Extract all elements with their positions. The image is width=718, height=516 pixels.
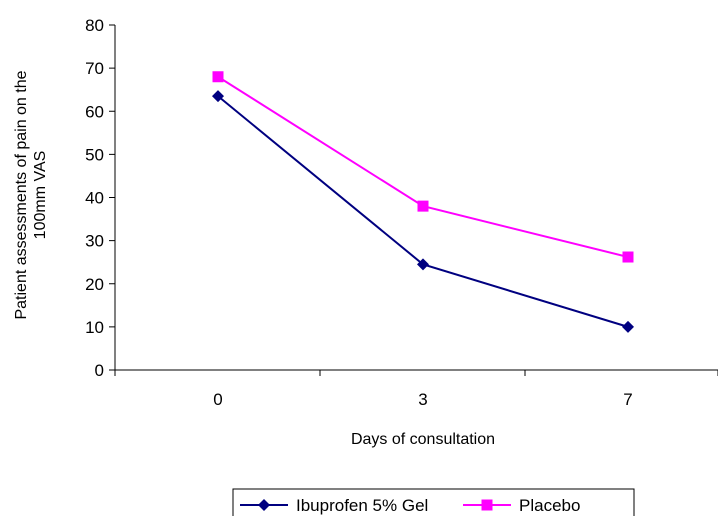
x-axis-label: Days of consultation xyxy=(351,431,495,448)
y-ticks: 0 10 20 30 40 50 60 70 80 xyxy=(85,16,115,380)
y-tick-label: 60 xyxy=(85,102,104,121)
y-tick-label: 30 xyxy=(85,232,104,251)
x-tick-label: 3 xyxy=(418,390,427,409)
data-point xyxy=(417,200,429,212)
series-2 xyxy=(212,71,634,263)
data-point xyxy=(622,320,634,333)
y-tick-label: 10 xyxy=(85,318,104,337)
y-axis-label-line-2: 100mm VAS xyxy=(32,151,49,240)
legend: Ibuprofen 5% Gel Placebo xyxy=(232,488,635,516)
y-tick-label: 80 xyxy=(85,16,104,35)
x-tick-label: 0 xyxy=(213,390,222,409)
y-tick-label: 0 xyxy=(95,361,104,380)
data-point xyxy=(212,90,224,103)
data-point xyxy=(212,71,224,83)
y-tick-label: 50 xyxy=(85,145,104,164)
series xyxy=(212,71,634,333)
x-tick-label: 7 xyxy=(623,390,632,409)
y-tick-label: 70 xyxy=(85,59,104,78)
data-point xyxy=(622,251,634,263)
legend-label: Placebo xyxy=(519,496,580,515)
series-line xyxy=(217,75,629,258)
x-ticks: 0 3 7 xyxy=(114,370,718,409)
y-axis-label-line-1: Patient assessments of pain on the xyxy=(13,70,30,319)
legend-marker xyxy=(481,499,493,511)
legend-label: Ibuprofen 5% Gel xyxy=(296,496,428,515)
y-tick-label: 20 xyxy=(85,275,104,294)
y-tick-label: 40 xyxy=(85,189,104,208)
series-1 xyxy=(212,90,634,333)
axes xyxy=(114,25,718,371)
legend-box xyxy=(232,488,635,516)
data-point xyxy=(417,258,429,271)
legend-marker xyxy=(258,499,270,511)
